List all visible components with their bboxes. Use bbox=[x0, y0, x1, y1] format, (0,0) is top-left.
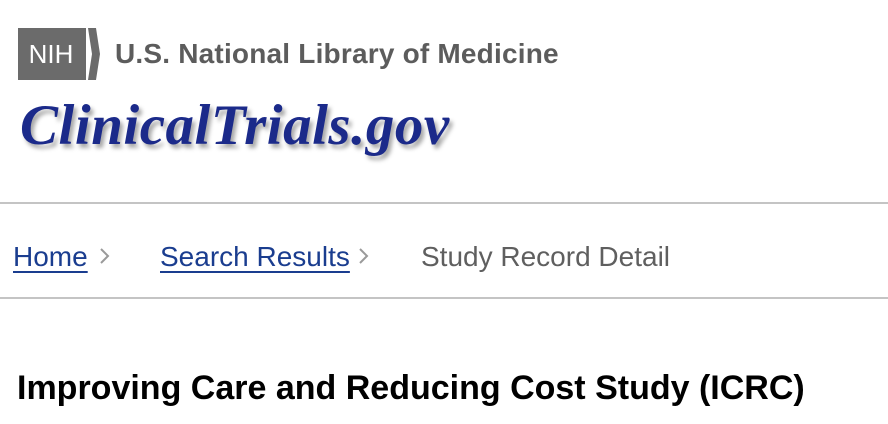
breadcrumb: Home Search Results Study Record Detail bbox=[0, 204, 888, 297]
nih-badge-text: NIH bbox=[28, 39, 74, 69]
chevron-right-icon bbox=[97, 246, 113, 266]
breadcrumb-search-results-link[interactable]: Search Results bbox=[160, 241, 350, 272]
nlm-label[interactable]: U.S. National Library of Medicine bbox=[115, 38, 559, 69]
nih-logo[interactable]: NIH bbox=[18, 28, 100, 80]
site-header: NIH U.S. National Library of Medicine Cl… bbox=[0, 0, 888, 203]
clinicaltrials-logo[interactable]: ClinicalTrials.gov bbox=[20, 94, 450, 157]
nih-badge-shape bbox=[18, 28, 100, 80]
chevron-right-icon bbox=[356, 246, 372, 266]
page-title: Improving Care and Reducing Cost Study (… bbox=[17, 369, 805, 407]
header-divider bbox=[0, 202, 888, 204]
breadcrumb-divider bbox=[0, 297, 888, 299]
breadcrumb-home-link[interactable]: Home bbox=[13, 241, 88, 272]
nlm-banner[interactable]: NIH U.S. National Library of Medicine bbox=[18, 28, 559, 80]
breadcrumb-current-page: Study Record Detail bbox=[421, 241, 671, 272]
